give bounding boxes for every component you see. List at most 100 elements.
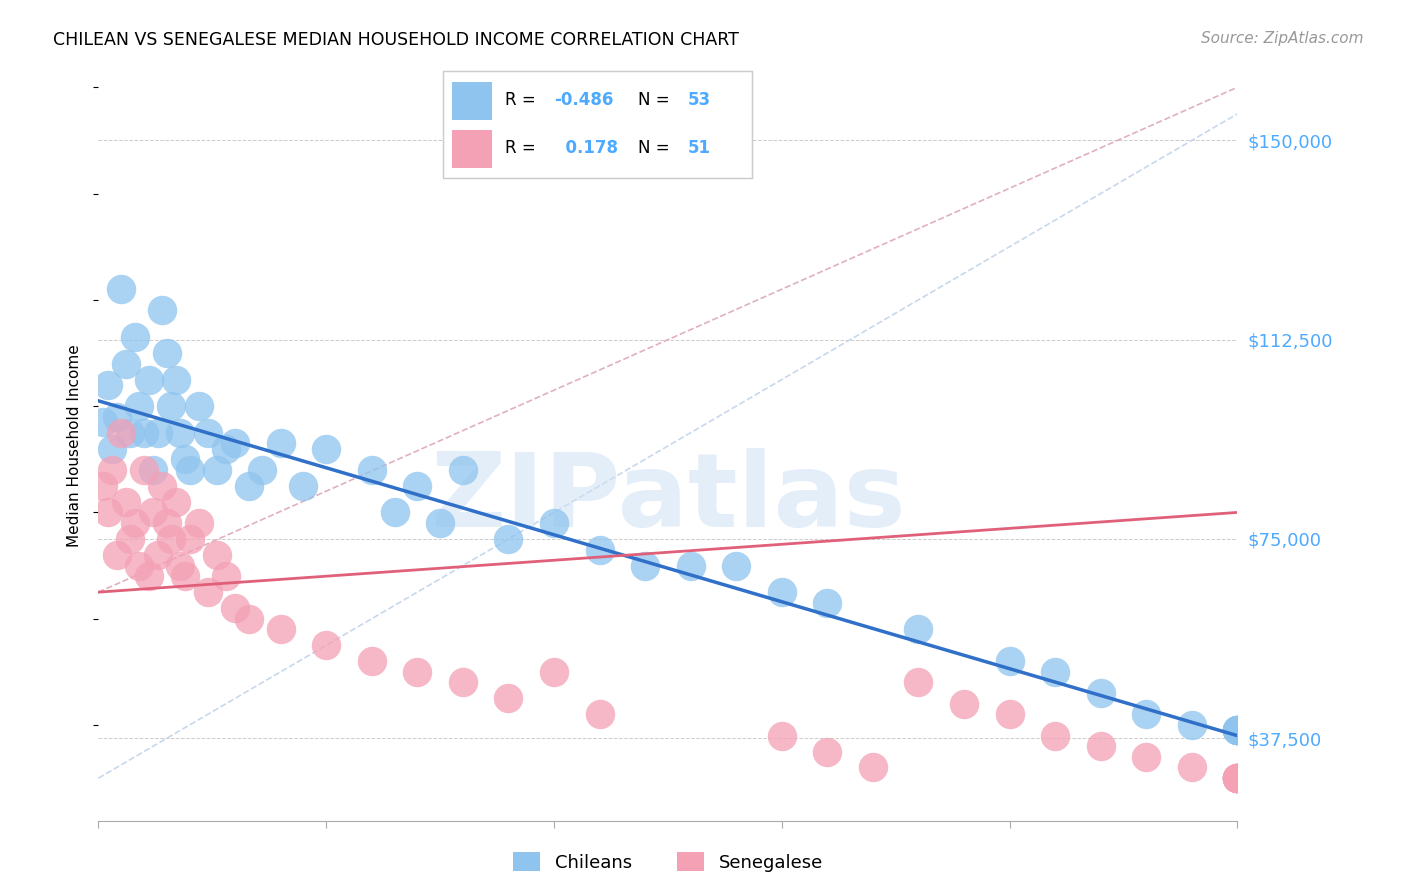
Point: [160, 399, 183, 413]
Point: [105, 409, 128, 424]
Point: [128, 399, 150, 413]
Text: CHILEAN VS SENEGALESE MEDIAN HOUSEHOLD INCOME CORRELATION CHART: CHILEAN VS SENEGALESE MEDIAN HOUSEHOLD I…: [53, 31, 740, 49]
Point: [165, 373, 187, 387]
Point: [315, 442, 337, 456]
Point: [215, 442, 238, 456]
Point: [110, 282, 132, 296]
Point: [1043, 665, 1066, 679]
Point: [498, 532, 520, 546]
Point: [1226, 723, 1249, 738]
Point: [114, 495, 136, 509]
Point: [1226, 771, 1249, 785]
Point: [1226, 771, 1249, 785]
Point: [146, 548, 169, 562]
Text: N =: N =: [638, 91, 675, 109]
Text: 53: 53: [688, 91, 710, 109]
Point: [588, 707, 610, 722]
Point: [96, 377, 118, 392]
Point: [96, 505, 118, 519]
Text: 51: 51: [688, 139, 710, 157]
Point: [150, 479, 173, 493]
Point: [124, 516, 146, 530]
Text: R =: R =: [505, 91, 541, 109]
Point: [101, 442, 124, 456]
Point: [679, 558, 702, 573]
Point: [197, 425, 219, 440]
Point: [998, 654, 1021, 668]
FancyBboxPatch shape: [453, 130, 492, 168]
Point: [224, 436, 246, 450]
Point: [588, 542, 610, 557]
Point: [907, 623, 929, 637]
Legend: Chileans, Senegalese: Chileans, Senegalese: [506, 846, 830, 879]
Point: [238, 612, 260, 626]
Point: [174, 569, 197, 583]
Point: [150, 303, 173, 318]
Point: [1226, 771, 1249, 785]
Point: [770, 585, 793, 599]
Point: [406, 479, 429, 493]
Point: [498, 691, 520, 706]
Text: R =: R =: [505, 139, 541, 157]
Point: [252, 463, 274, 477]
Point: [862, 760, 884, 774]
Point: [1181, 760, 1204, 774]
Point: [132, 425, 155, 440]
Point: [124, 330, 146, 344]
Point: [1181, 718, 1204, 732]
Point: [156, 516, 179, 530]
Point: [169, 558, 191, 573]
Point: [634, 558, 657, 573]
Point: [114, 357, 136, 371]
Point: [451, 463, 474, 477]
Point: [1226, 723, 1249, 738]
Point: [451, 675, 474, 690]
Point: [146, 425, 169, 440]
Point: [406, 665, 429, 679]
Point: [725, 558, 748, 573]
Point: [174, 452, 197, 467]
Point: [270, 623, 292, 637]
Point: [1226, 723, 1249, 738]
FancyBboxPatch shape: [453, 82, 492, 120]
Point: [429, 516, 451, 530]
Point: [142, 505, 165, 519]
Point: [315, 638, 337, 652]
Point: [215, 569, 238, 583]
Text: ZIPatlas: ZIPatlas: [430, 448, 905, 549]
Point: [360, 654, 382, 668]
Point: [1226, 771, 1249, 785]
Point: [543, 665, 565, 679]
Point: [953, 697, 976, 711]
Point: [1090, 739, 1112, 754]
Point: [142, 463, 165, 477]
Point: [1226, 771, 1249, 785]
Point: [224, 601, 246, 615]
Point: [360, 463, 382, 477]
Point: [205, 463, 228, 477]
Point: [187, 399, 209, 413]
Point: [132, 463, 155, 477]
Point: [120, 532, 142, 546]
Point: [815, 745, 838, 759]
Point: [907, 675, 929, 690]
Point: [138, 373, 160, 387]
Point: [101, 463, 124, 477]
Point: [138, 569, 160, 583]
Point: [1135, 707, 1157, 722]
Text: 0.178: 0.178: [554, 139, 619, 157]
Point: [815, 596, 838, 610]
Text: Source: ZipAtlas.com: Source: ZipAtlas.com: [1201, 31, 1364, 46]
Point: [292, 479, 315, 493]
Y-axis label: Median Household Income: Median Household Income: [67, 344, 83, 548]
Text: -0.486: -0.486: [554, 91, 613, 109]
Point: [205, 548, 228, 562]
Point: [169, 425, 191, 440]
Point: [1043, 729, 1066, 743]
Point: [179, 463, 201, 477]
Point: [1090, 686, 1112, 700]
Point: [187, 516, 209, 530]
Point: [384, 505, 406, 519]
Point: [1226, 723, 1249, 738]
Point: [1226, 771, 1249, 785]
